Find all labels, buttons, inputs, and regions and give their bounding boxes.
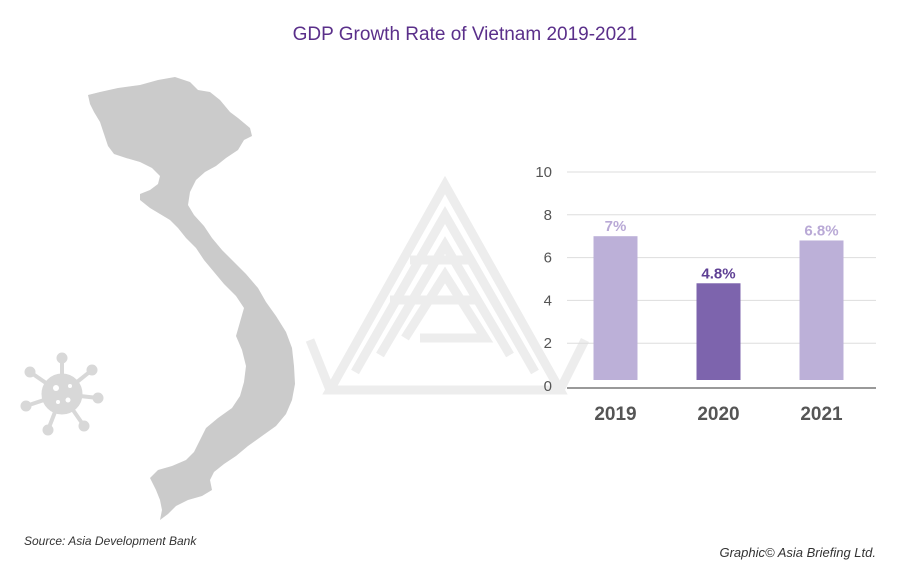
vietnam-map-shape (88, 77, 295, 520)
data-label: 6.8% (804, 222, 838, 239)
y-tick-label: 10 (535, 164, 552, 181)
y-axis-ticks: 0 2 4 6 8 10 (535, 164, 552, 395)
chart-title: GDP Growth Rate of Vietnam 2019-2021 (292, 24, 638, 45)
graphic-credit: Graphic© Asia Briefing Ltd. (719, 545, 876, 560)
virus-icon (20, 352, 104, 436)
x-tick-label: 2019 (594, 404, 636, 425)
data-labels: 7% 4.8% 6.8% (605, 218, 839, 282)
x-axis-ticks: 2019 2020 2021 (594, 404, 843, 425)
y-tick-label: 4 (544, 292, 552, 309)
x-tick-label: 2020 (697, 404, 739, 425)
y-tick-label: 8 (544, 207, 552, 224)
y-tick-label: 0 (544, 378, 552, 395)
bar (799, 240, 844, 380)
source-note: Source: Asia Development Bank (24, 534, 197, 548)
bar (696, 283, 741, 380)
y-tick-label: 2 (544, 335, 552, 352)
data-label: 7% (605, 218, 627, 235)
bar (593, 236, 638, 380)
x-tick-label: 2021 (800, 404, 843, 425)
bars (593, 236, 844, 380)
y-tick-label: 6 (544, 250, 552, 267)
data-label: 4.8% (701, 265, 735, 282)
